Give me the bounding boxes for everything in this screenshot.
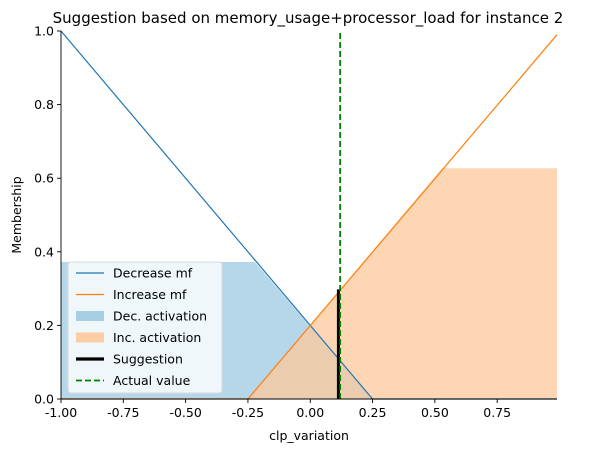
x-tick-label: 0.50 xyxy=(421,405,449,420)
y-tick-label: 1.0 xyxy=(34,24,54,39)
legend-label-suggestion: Suggestion xyxy=(113,352,183,367)
x-axis-label: clp_variation xyxy=(269,428,349,443)
x-tick-label: 0.25 xyxy=(359,405,387,420)
y-tick-label: 0.0 xyxy=(34,392,54,407)
legend-label-actual-value: Actual value xyxy=(113,373,191,388)
inc-activation-area xyxy=(61,168,557,399)
y-axis-label: Membership xyxy=(9,176,24,253)
y-tick-label: 0.8 xyxy=(34,97,54,112)
chart-title: Suggestion based on memory_usage+process… xyxy=(53,9,564,28)
y-tick-label: 0.2 xyxy=(34,318,54,333)
x-tick-label: -0.50 xyxy=(169,405,201,420)
x-tick-label: -1.00 xyxy=(45,405,77,420)
legend: Decrease mf Increase mf Dec. activation Inc… xyxy=(67,261,223,394)
legend-label-decrease-mf: Decrease mf xyxy=(113,266,193,281)
legend-swatch-dec-activation xyxy=(76,311,104,321)
x-tick-label: -0.75 xyxy=(107,405,139,420)
legend-label-inc-activation: Inc. activation xyxy=(113,330,201,345)
legend-label-increase-mf: Increase mf xyxy=(113,287,187,302)
legend-box xyxy=(67,261,223,394)
y-tick-label: 0.6 xyxy=(34,171,54,186)
legend-label-dec-activation: Dec. activation xyxy=(113,309,207,324)
x-tick-label: 0.75 xyxy=(483,405,511,420)
x-tick-label: 0.00 xyxy=(296,405,324,420)
legend-swatch-inc-activation xyxy=(76,332,104,343)
x-tick-label: -0.25 xyxy=(232,405,264,420)
y-tick-label: 0.4 xyxy=(34,244,54,259)
